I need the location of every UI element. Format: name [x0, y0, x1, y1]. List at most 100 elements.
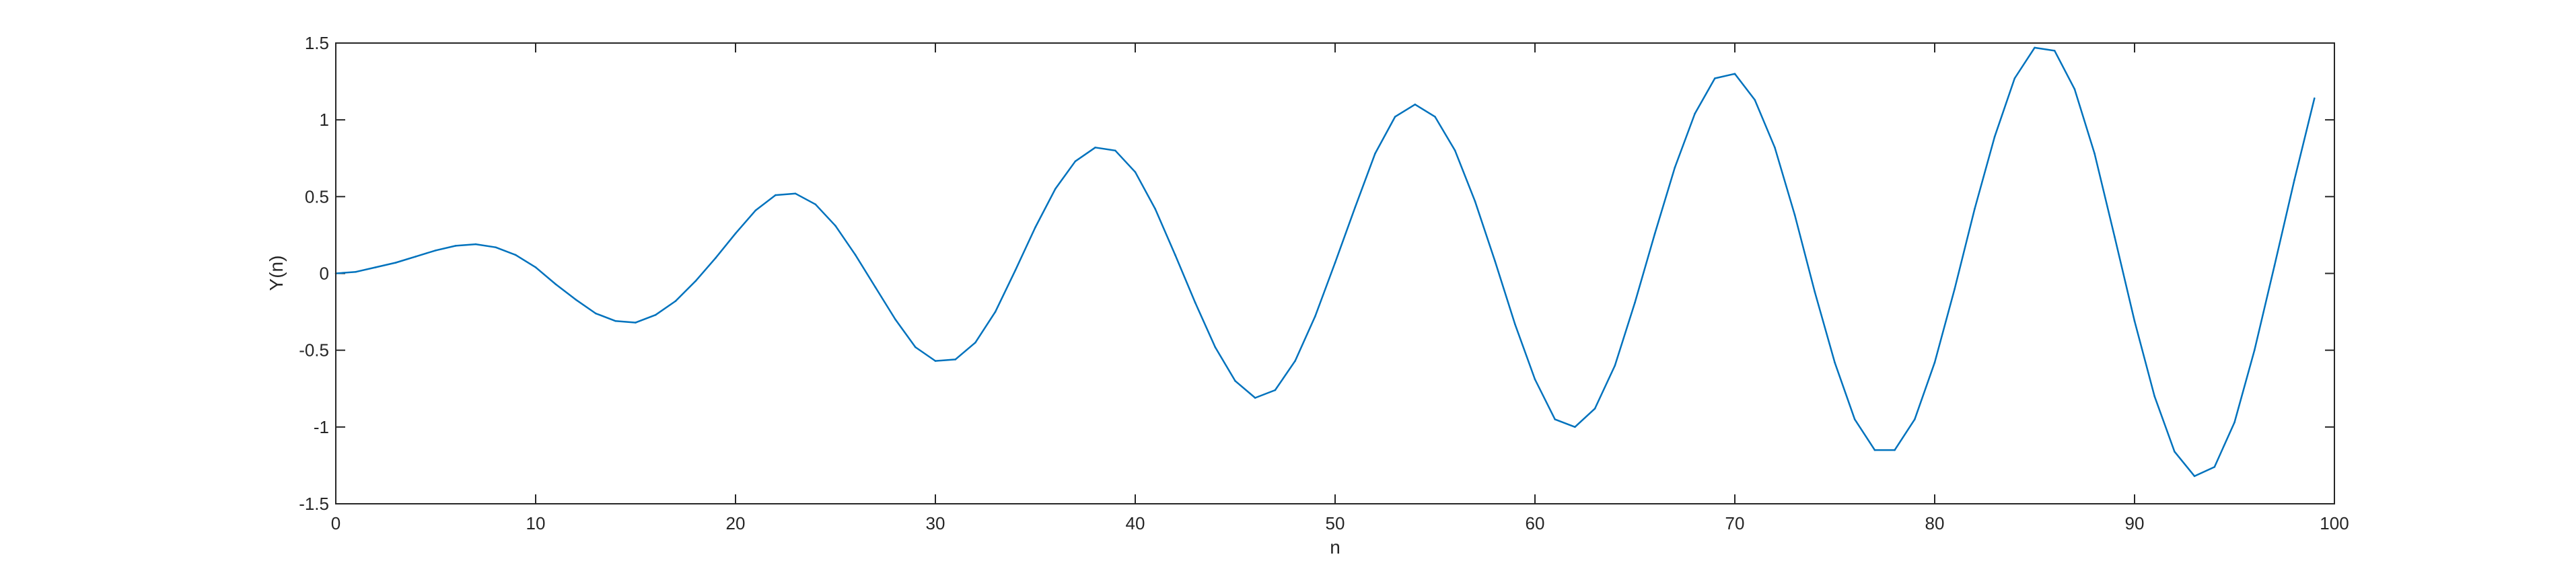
data-point	[2174, 451, 2176, 453]
data-point	[1254, 397, 1256, 399]
x-axis-ticks: 0 10 20 30 40 50 60 70 80 90 100	[331, 43, 2349, 533]
data-point	[1014, 269, 1017, 272]
data-point	[1374, 153, 1376, 155]
data-point	[1494, 260, 1496, 262]
data-point	[1174, 254, 1176, 256]
data-point	[1034, 226, 1036, 229]
data-point	[515, 254, 517, 256]
data-point	[994, 311, 997, 313]
data-point	[1414, 104, 1417, 106]
data-point	[454, 245, 457, 247]
data-point	[474, 243, 477, 246]
data-point	[2233, 421, 2235, 424]
data-point	[554, 283, 557, 285]
data-point	[1314, 315, 1316, 317]
data-point	[594, 312, 597, 315]
data-point	[355, 270, 357, 273]
data-point	[1354, 206, 1356, 209]
data-point	[1334, 262, 1336, 264]
data-point	[2133, 320, 2136, 322]
data-point	[734, 232, 737, 235]
x-tick-label: 100	[2320, 513, 2349, 533]
axes-box	[335, 42, 2335, 504]
data-point	[534, 266, 537, 268]
x-tick-label: 40	[1126, 513, 1145, 533]
data-point	[2314, 97, 2316, 100]
data-point	[974, 342, 976, 344]
data-point	[1733, 73, 1736, 75]
y-axis-label: Y(n)	[266, 256, 287, 291]
data-point	[495, 246, 497, 249]
data-point	[1714, 77, 1716, 79]
data-point	[1793, 214, 1796, 217]
data-point	[1634, 301, 1636, 304]
data-point	[415, 256, 417, 258]
data-point	[1474, 200, 1476, 202]
data-point	[834, 225, 836, 227]
series-layer	[334, 46, 2316, 478]
data-point	[674, 300, 677, 302]
y-tick-label: 0	[320, 264, 329, 284]
data-point	[1234, 380, 1236, 382]
data-point	[1394, 116, 1396, 118]
x-tick-label: 10	[526, 513, 546, 533]
data-point	[2073, 88, 2076, 90]
data-point	[1214, 346, 1217, 348]
data-point	[1054, 188, 1057, 190]
y-tick-label: -1	[314, 417, 329, 437]
data-point	[575, 299, 577, 301]
data-point	[1814, 291, 1816, 293]
data-point	[1853, 418, 1856, 420]
series-line	[335, 46, 2316, 478]
y-tick-label: -0.5	[299, 340, 329, 361]
x-tick-label: 90	[2125, 513, 2145, 533]
data-point	[1134, 171, 1137, 174]
data-point	[375, 266, 377, 268]
data-point	[2034, 46, 2036, 49]
data-point	[794, 192, 797, 195]
x-tick-label: 20	[726, 513, 746, 533]
data-point	[2013, 77, 2016, 79]
x-tick-label: 70	[1725, 513, 1745, 533]
y-tick-label: -1.5	[299, 494, 329, 514]
data-point	[1294, 360, 1296, 362]
data-point	[1574, 426, 1576, 428]
data-point	[1514, 323, 1516, 326]
data-point	[894, 318, 896, 321]
data-point	[654, 313, 657, 316]
data-point	[1434, 116, 1436, 118]
data-point	[1074, 160, 1077, 163]
data-point	[694, 280, 696, 282]
data-point	[1454, 149, 1456, 152]
data-point	[1614, 365, 1616, 367]
plot-area	[336, 43, 2334, 504]
data-point	[934, 360, 937, 362]
y-tick-label: 0.5	[305, 186, 329, 206]
data-point	[1554, 418, 1556, 420]
data-point	[1194, 301, 1196, 304]
data-point	[1534, 378, 1536, 381]
data-point	[635, 322, 637, 324]
data-point	[915, 346, 917, 348]
data-point	[2114, 235, 2116, 238]
data-point	[1774, 147, 1776, 149]
x-tick-label: 60	[1526, 513, 1545, 533]
data-point	[954, 359, 956, 361]
data-point	[1873, 449, 1876, 451]
data-point	[754, 209, 756, 212]
data-point	[394, 262, 397, 264]
data-point	[1114, 149, 1116, 152]
data-point	[814, 203, 817, 206]
x-tick-label: 80	[1925, 513, 1945, 533]
data-point	[1674, 166, 1676, 169]
data-point	[435, 250, 437, 252]
data-point	[854, 254, 857, 256]
data-point	[1274, 389, 1277, 391]
data-point	[1834, 361, 1836, 364]
data-point	[715, 257, 717, 260]
data-point	[775, 194, 777, 196]
data-point	[1694, 112, 1696, 115]
data-point	[2213, 465, 2216, 468]
data-point	[2273, 264, 2276, 267]
